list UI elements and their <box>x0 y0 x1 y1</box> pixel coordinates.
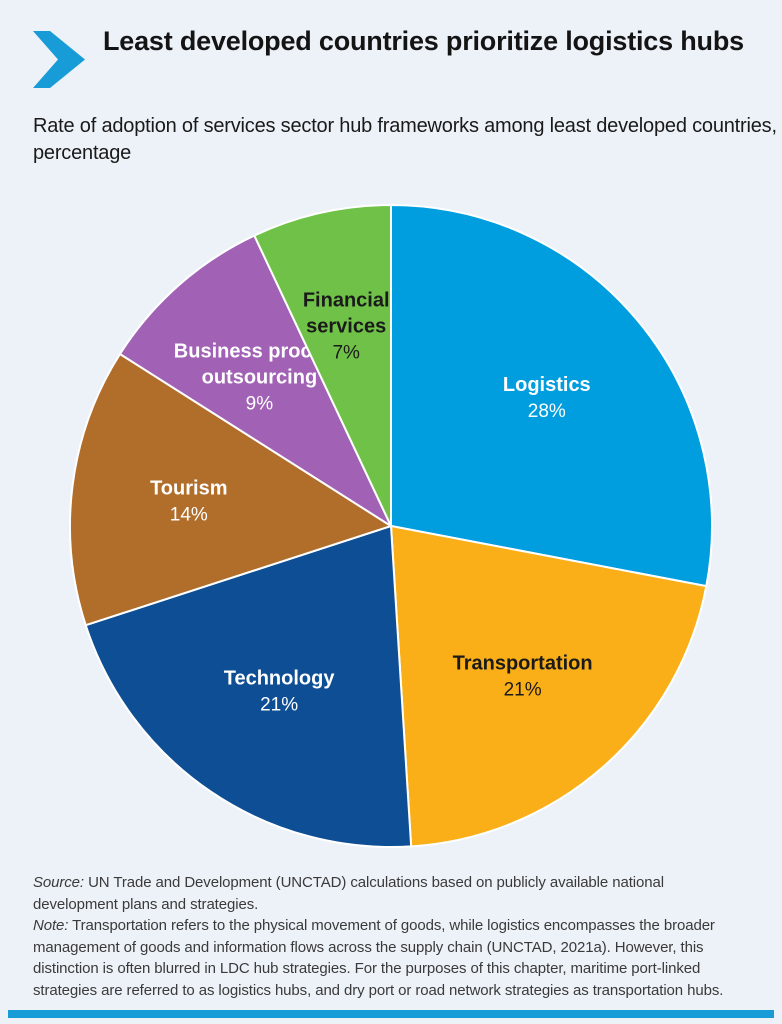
page-title: Least developed countries prioritize log… <box>103 26 744 56</box>
pie-slice-business-process-outsourcing <box>118 234 392 527</box>
pie-chart: Logistics 28% Transportation 21% Technology 2… <box>68 203 714 849</box>
pie-slice-name: Logistics <box>503 374 591 396</box>
pie-slice-percent: 21% <box>504 679 542 700</box>
note-text: strategies are referred to as logistics … <box>33 981 724 999</box>
figure-footnotes: Source: UN Trade and Development (UNCTAD… <box>33 872 778 1001</box>
source-text: development plans and strategies. <box>33 895 259 913</box>
pie-slice-percent: 14% <box>170 505 208 526</box>
pie-slice-technology <box>84 525 413 848</box>
note-line: distinction is often blurred in LDC hub … <box>33 958 778 980</box>
source-line: Source: UN Trade and Development (UNCTAD… <box>33 872 778 894</box>
note-line: management of goods and information flow… <box>33 937 778 959</box>
pie-chart-svg: Logistics 28% Transportation 21% Technology 2… <box>69 204 713 848</box>
chevron-right-shape <box>33 31 85 88</box>
note-label: Note: <box>33 917 69 934</box>
pie-slice-name: Tourism <box>150 478 227 500</box>
chevron-right-icon <box>33 31 85 88</box>
source-text: UN Trade and Development (UNCTAD) calcul… <box>88 874 664 891</box>
chart-subtitle: Rate of adoption of services sector hub … <box>33 115 777 164</box>
pie-slice-percent: 21% <box>260 695 298 716</box>
pie-slice-label: Business process outsourcing 9% <box>174 341 345 415</box>
note-text: distinction is often blurred in LDC hub … <box>33 960 701 977</box>
pie-slice-name: Business process <box>174 341 345 363</box>
pie-slice-percent: 9% <box>246 394 274 415</box>
pie-slice-label: Financial services 7% <box>303 290 390 364</box>
pie-slice-name: Financial <box>303 290 390 312</box>
pie-slice-name: services <box>306 316 386 338</box>
source-line: development plans and strategies. <box>33 894 778 916</box>
pie-slice-name: Transportation <box>453 652 593 674</box>
pie-slice-percent: 7% <box>332 343 360 364</box>
pie-slice-label: Transportation 21% <box>453 652 593 700</box>
note-text: Transportation refers to the physical mo… <box>72 917 715 934</box>
source-label: Source: <box>33 874 84 891</box>
pie-slice-transportation <box>390 525 708 848</box>
pie-slice-name: outsourcing <box>202 367 318 389</box>
pie-slice-percent: 28% <box>528 401 566 422</box>
pie-slice-label: Logistics 28% <box>503 374 591 422</box>
footer-accent-bar <box>8 1010 774 1018</box>
pie-slice-logistics <box>390 204 713 588</box>
pie-slice-financial-services <box>253 204 392 527</box>
pie-slice-label: Technology 21% <box>224 668 336 716</box>
note-line: Note: Transportation refers to the physi… <box>33 915 778 937</box>
note-line: strategies are referred to as logistics … <box>33 980 778 1002</box>
pie-slice-name: Technology <box>224 668 336 690</box>
note-text: management of goods and information flow… <box>33 938 704 956</box>
pie-slice-tourism <box>69 353 392 627</box>
pie-slice-label: Tourism 14% <box>150 478 227 526</box>
